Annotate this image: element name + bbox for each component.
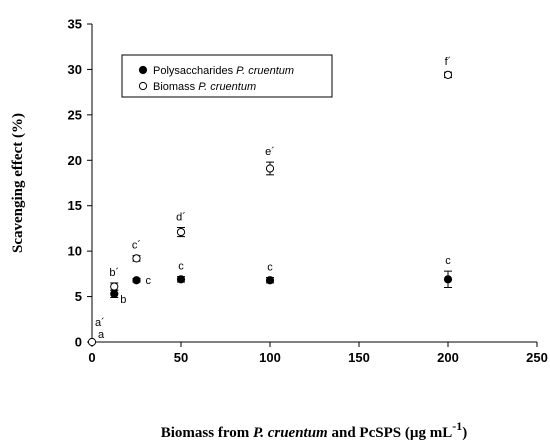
x-tick-label: 200 [437, 350, 459, 365]
data-point [110, 282, 119, 291]
legend-box [121, 54, 333, 98]
series-1: b c c c c [110, 255, 453, 306]
y-tick-label: 15 [68, 198, 82, 213]
y-tick-label: 10 [68, 244, 82, 259]
legend-label: Polysaccharides P. cruentum [153, 65, 294, 77]
point-label: d´ [176, 212, 186, 224]
legend-marker [138, 81, 148, 91]
legend-label: Biomass P. cruentum [153, 81, 256, 93]
point-label: b´ [109, 267, 119, 279]
data-point [265, 164, 275, 173]
y-tick-label: 35 [68, 17, 82, 32]
x-tick-label: 50 [174, 350, 188, 365]
axes: 0 5 10 15 20 25 30 35 0 50 100 150 200 250 [68, 17, 548, 366]
y-tick-label: 0 [75, 335, 82, 350]
point-label: c [445, 255, 451, 267]
x-tick-label: 150 [348, 350, 370, 365]
legend-marker [138, 65, 148, 75]
point-label: c [267, 261, 273, 273]
point-label: b [120, 294, 126, 306]
x-tick-label: 100 [259, 350, 281, 365]
y-tick-label: 5 [75, 289, 82, 304]
x-tick-label: 250 [526, 350, 548, 365]
data-point [176, 275, 186, 284]
series-2: a´ b´ c´ d´ e´ f´ [87, 56, 453, 347]
series-layer: b c c c c a´ b´ c´ d´ e´ f´ a [87, 56, 453, 347]
legend: Polysaccharides P. cruentum Biomass P. cr… [121, 54, 333, 98]
data-point [443, 70, 453, 79]
point-label: c [178, 261, 184, 273]
data-point [132, 254, 141, 263]
data-point [176, 227, 186, 237]
y-tick-label: 20 [68, 153, 82, 168]
data-point [265, 276, 275, 285]
point-label: f´ [445, 56, 452, 68]
y-tick-label: 25 [68, 107, 82, 122]
data-point [132, 276, 141, 285]
data-point [443, 275, 453, 284]
point-label: c [146, 275, 152, 287]
y-tick-label: 30 [68, 62, 82, 77]
point-label: e´ [265, 146, 275, 158]
point-label: a´ [95, 317, 105, 329]
point-label: a [98, 329, 105, 341]
x-tick-label: 0 [88, 350, 95, 365]
x-axis-label: Biomass from P. cruentum and PcSPS (µg m… [161, 419, 467, 441]
y-axis-label: Scavenging effect (%) [10, 113, 26, 253]
point-label: c´ [132, 240, 141, 252]
data-point [87, 337, 97, 347]
data-point [110, 289, 119, 298]
